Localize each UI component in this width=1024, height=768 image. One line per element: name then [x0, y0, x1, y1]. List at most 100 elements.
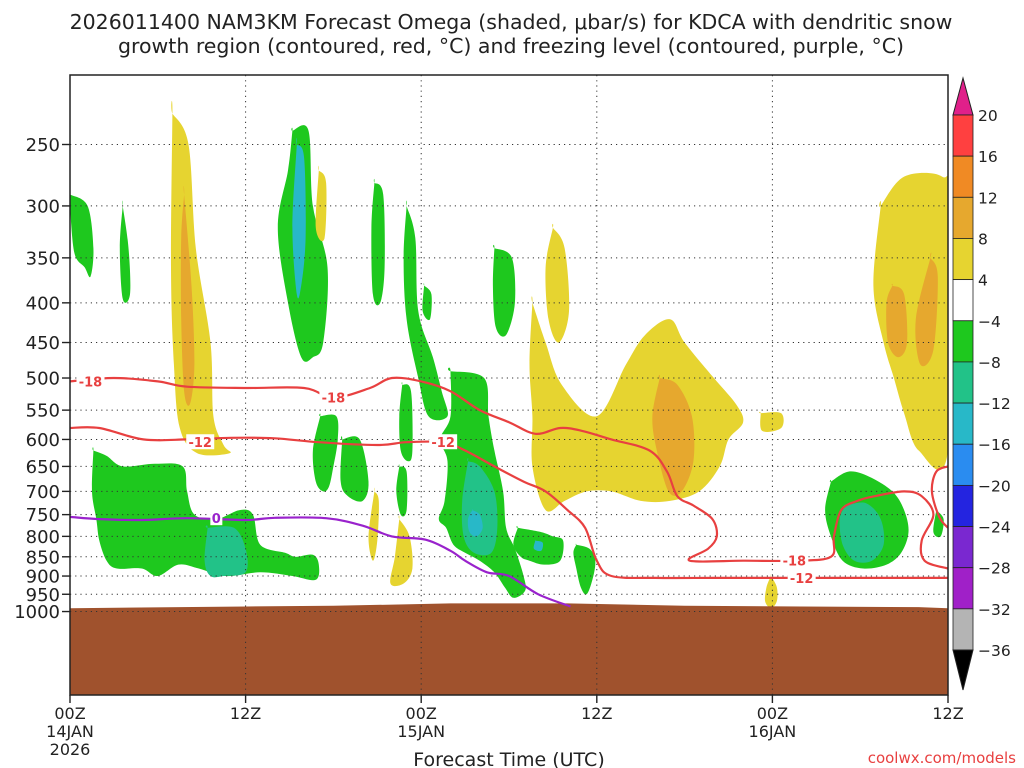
- plot-area: -18 -18 -18 -12 -12 -12 0: [69, 74, 949, 696]
- colorbar-label-9: −20: [978, 477, 1011, 495]
- contour-label-bg-0-2: [780, 552, 809, 568]
- omega-region-35: [545, 223, 570, 343]
- y-tick-label-350: 350: [26, 248, 60, 269]
- omega-region-15: [886, 283, 908, 358]
- y-tick-label-500: 500: [26, 369, 60, 390]
- omega-region-7: [371, 178, 385, 306]
- colorbar-top-triangle: [952, 76, 974, 116]
- omega-region-1: [180, 185, 195, 406]
- colorbar-label-1: 16: [978, 148, 998, 166]
- x-tick-date-0: 14JAN: [46, 722, 94, 741]
- omega-region-20: [340, 436, 369, 502]
- colorbar-swatch-1: [952, 155, 974, 198]
- colorbar: 20 16 12 8 4 −4 −8 −12 −16 −20 −24 −28 −32 −36: [952, 76, 1011, 691]
- colorbar-label-2: 12: [978, 189, 998, 207]
- colorbar-swatch-10: [952, 526, 974, 569]
- y-tick-label-450: 450: [26, 333, 60, 354]
- x-tick-label-0: 00Z: [54, 704, 85, 723]
- y-tick-label-700: 700: [26, 482, 60, 503]
- contour-label-1-1: -12: [431, 436, 455, 451]
- omega-region-21: [368, 487, 379, 561]
- omega-region-19: [312, 413, 339, 492]
- omega-region-16: [915, 252, 938, 367]
- credit-text: coolwx.com/models: [868, 749, 1016, 767]
- colorbar-label-0: 20: [978, 107, 998, 125]
- chart-title-line1: 2026011400 NAM3KM Forecast Omega (shaded…: [70, 10, 953, 34]
- x-tick-date-2: 15JAN: [397, 722, 445, 741]
- omega-region-2: [70, 194, 94, 278]
- colorbar-swatch-2: [952, 196, 974, 239]
- colorbar-label-8: −16: [978, 436, 1011, 454]
- omega-region-10: [492, 244, 516, 337]
- omega-region-17: [91, 447, 320, 581]
- colorbar-swatch-5: [952, 320, 974, 363]
- omega-region-30: [573, 543, 596, 595]
- omega-region-32: [839, 502, 885, 563]
- colorbar-label-13: −36: [978, 642, 1011, 660]
- omega-shading: [70, 100, 948, 609]
- colorbar-swatch-3: [952, 238, 974, 281]
- y-tick-label-950: 950: [26, 585, 60, 606]
- x-tick-label-5: 12Z: [932, 704, 963, 723]
- contour-line-2: [930, 465, 948, 529]
- contour-label-bg-0-1: [319, 389, 348, 405]
- omega-region-18: [204, 525, 248, 578]
- y-axis: 2503003504004505005506006507007508008509…: [14, 135, 70, 623]
- y-tick-label-750: 750: [26, 505, 60, 526]
- colorbar-swatch-0: [952, 114, 974, 157]
- y-tick-label-300: 300: [26, 196, 60, 217]
- x-tick-label-3: 12Z: [581, 704, 612, 723]
- omega-region-23: [396, 464, 408, 517]
- colorbar-swatch-9: [952, 484, 974, 527]
- colorbar-label-7: −12: [978, 395, 1011, 413]
- y-tick-label-650: 650: [26, 457, 60, 478]
- omega-region-27: [467, 509, 483, 537]
- omega-region-6: [315, 165, 327, 242]
- y-tick-label-600: 600: [26, 430, 60, 451]
- x-tick-label-2: 00Z: [406, 704, 437, 723]
- contour-label-bg-0-0: [76, 373, 105, 389]
- contour-label-0-0: -18: [79, 375, 103, 390]
- contour-label-bg-3-0: [210, 510, 223, 526]
- y-tick-label-400: 400: [26, 293, 60, 314]
- colorbar-swatch-6: [952, 361, 974, 404]
- omega-region-34: [764, 574, 778, 609]
- chart-title-line2: growth region (contoured, red, °C) and f…: [118, 34, 904, 58]
- y-tick-label-250: 250: [26, 135, 60, 156]
- y-tick-label-900: 900: [26, 567, 60, 588]
- x-tick-label-1: 12Z: [230, 704, 261, 723]
- omega-region-14: [873, 172, 948, 470]
- omega-region-3: [119, 200, 131, 303]
- colorbar-swatch-8: [952, 443, 974, 486]
- colorbar-swatch-7: [952, 402, 974, 445]
- x-tick-label-4: 00Z: [757, 704, 788, 723]
- contour-label-bg-1-0: [186, 434, 215, 450]
- contour-label-0-1: -18: [322, 392, 346, 407]
- omega-region-8: [403, 200, 449, 421]
- contour-label-0-2: -18: [783, 555, 807, 570]
- colorbar-swatch-11: [952, 567, 974, 610]
- contour-label-bg-1-2: [787, 569, 816, 585]
- colorbar-label-4: 4: [978, 272, 988, 290]
- terrain-layer: [70, 603, 948, 695]
- omega-region-5: [292, 137, 306, 299]
- colorbar-label-5: −4: [978, 313, 1001, 331]
- y-tick-label-1000: 1000: [14, 602, 60, 623]
- plot-frame: [69, 74, 949, 696]
- contour-label-1-0: -12: [188, 436, 212, 451]
- omega-region-13: [759, 411, 784, 432]
- contour-line-1: [70, 426, 948, 580]
- colorbar-swatch-4: [952, 279, 974, 322]
- contour-layer: -18 -18 -18 -12 -12 -12 0: [70, 373, 948, 608]
- omega-region-9: [422, 283, 432, 321]
- colorbar-label-3: 8: [978, 230, 988, 248]
- omega-region-22: [399, 382, 413, 462]
- omega-region-33: [933, 508, 944, 538]
- x-tick-date-4: 16JAN: [749, 722, 797, 741]
- colorbar-label-10: −24: [978, 519, 1011, 537]
- colorbar-label-6: −8: [978, 354, 1001, 372]
- y-tick-label-850: 850: [26, 547, 60, 568]
- x-axis-label: Forecast Time (UTC): [413, 749, 604, 768]
